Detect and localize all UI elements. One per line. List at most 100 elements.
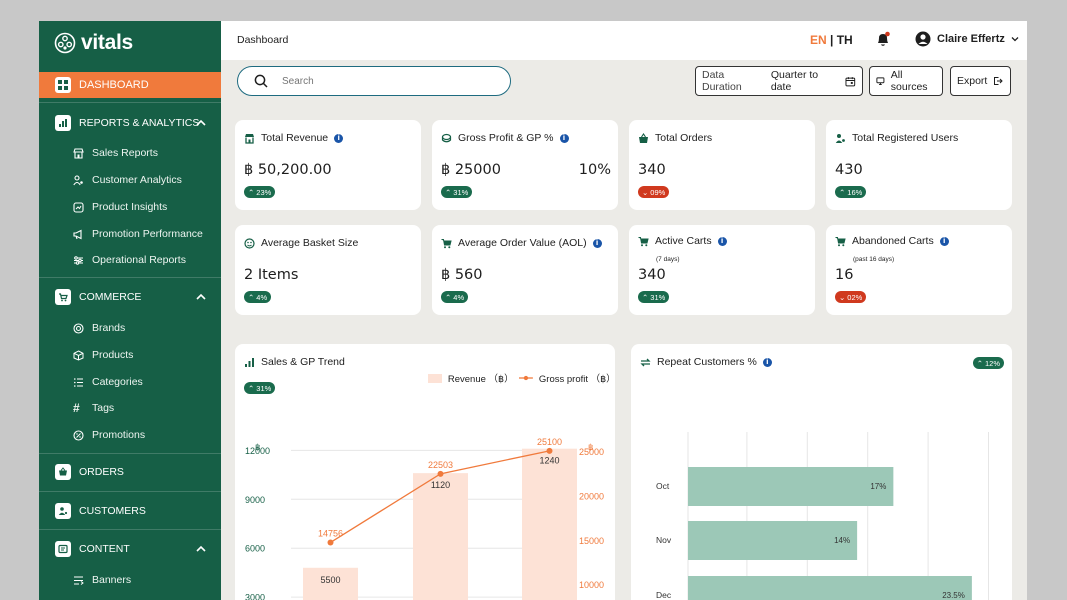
trend-up-icon: ⌃ <box>445 292 452 302</box>
trend-badge: ⌄ 09% <box>638 186 670 198</box>
monitor-icon <box>876 77 885 86</box>
basket-icon <box>55 464 71 480</box>
sidebar-item-label: Brands <box>92 322 126 334</box>
trend-badge: ⌃ 31% <box>244 382 276 394</box>
sidebar-section-orders[interactable]: ORDERS <box>39 459 221 485</box>
sidebar-item-customer-analytics[interactable]: Customer Analytics <box>73 170 182 190</box>
banner-icon <box>74 576 84 585</box>
sidebar-item-product-insights[interactable]: Product Insights <box>73 197 167 217</box>
data-duration-selector[interactable]: Data Duration Quarter to date <box>695 66 863 96</box>
trend-up-icon: ⌃ <box>445 187 452 197</box>
info-icon[interactable]: i <box>559 133 569 143</box>
kpi-value: ฿ 560 <box>441 267 483 283</box>
sidebar-item-label: Banners <box>92 574 132 586</box>
cart-icon <box>441 238 452 248</box>
kpi-card-total-revenue: Total Revenue i ฿ 50,200.00 ⌃ 23% <box>235 120 421 210</box>
sidebar-item-promotions[interactable]: Promotions <box>73 425 145 445</box>
divider <box>39 102 221 103</box>
info-icon[interactable]: i <box>939 236 949 246</box>
chevron-up-icon[interactable] <box>195 543 207 555</box>
duration-value: Quarter to date <box>770 69 819 93</box>
notification-bell-icon[interactable] <box>875 31 891 47</box>
info-icon[interactable]: i <box>762 357 772 367</box>
basket-icon <box>639 132 648 143</box>
kpi-title: Total Revenue <box>261 132 329 144</box>
right-tick-label: 10000 <box>579 580 604 590</box>
bar-value-label: 14% <box>834 536 850 545</box>
sidebar-item-banners[interactable]: Banners <box>73 570 131 590</box>
kpi-value: ฿ 25000 <box>441 162 501 178</box>
hash-icon: # <box>73 401 80 415</box>
sidebar-item-sales-reports[interactable]: Sales Reports <box>73 143 158 163</box>
search-bar[interactable] <box>237 66 511 96</box>
lang-en[interactable]: EN <box>810 33 827 47</box>
store-icon <box>245 133 254 144</box>
sidebar-item-products[interactable]: Products <box>73 345 133 365</box>
kpi-title: Gross Profit & GP % <box>458 132 554 144</box>
dashboard-icon <box>55 77 71 93</box>
legend-swatch-revenue <box>428 373 442 383</box>
repeat-bar <box>688 521 858 560</box>
sidebar-item-label: Customer Analytics <box>92 174 182 186</box>
sidebar-section-label: CUSTOMERS <box>79 505 146 517</box>
trend-badge: ⌃ 4% <box>441 291 469 303</box>
sidebar-section-commerce[interactable]: COMMERCE <box>39 284 221 310</box>
export-label: Export <box>957 75 988 87</box>
kpi-card-registered-users: Total Registered Users 430 ⌃ 16% <box>826 120 1012 210</box>
sidebar-item-dashboard[interactable]: DASHBOARD <box>39 72 221 98</box>
sales-gp-chart: ฿฿12000900060003000250002000015000100005… <box>245 437 604 600</box>
left-tick-label: 3000 <box>245 593 265 600</box>
export-button[interactable]: Export <box>950 66 1011 96</box>
brand-logo[interactable]: vitals <box>54 31 133 55</box>
info-icon[interactable]: i <box>717 236 727 246</box>
sidebar-item-operational-reports[interactable]: Operational Reports <box>73 250 186 270</box>
info-icon[interactable]: i <box>334 133 344 143</box>
kpi-note: (past 16 days) <box>853 256 895 263</box>
kpi-card-total-orders: Total Orders 340 ⌄ 09% <box>629 120 815 210</box>
repeat-icon <box>640 358 651 366</box>
kpi-title: Average Order Value (AOL) <box>458 237 587 249</box>
kpi-title: Average Basket Size <box>261 237 359 249</box>
search-icon <box>254 74 268 88</box>
vitals-logo-icon <box>54 32 76 54</box>
trend-badge: ⌃ 23% <box>244 186 276 198</box>
info-icon[interactable]: i <box>592 238 602 248</box>
sidebar-section-reports[interactable]: REPORTS & ANALYTICS <box>39 110 221 136</box>
repeat-bar <box>688 576 972 600</box>
users-icon <box>835 133 845 143</box>
trend-value: 31% <box>256 383 272 393</box>
kpi-card-abandoned-carts: Abandoned Carts i (past 16 days) 16 ⌄ 02% <box>826 225 1012 315</box>
sidebar-item-promotion-performance[interactable]: Promotion Performance <box>73 224 203 244</box>
revenue-bar-label: 1120 <box>431 480 450 490</box>
sources-button[interactable]: All sources <box>869 66 943 96</box>
kpi-title: Abandoned Carts <box>852 235 934 247</box>
sidebar-item-label: Promotions <box>92 429 146 441</box>
trend-up-icon: ⌃ <box>248 383 255 393</box>
chevron-up-icon[interactable] <box>195 117 207 129</box>
search-input[interactable] <box>282 75 482 87</box>
trend-badge: ⌃ 16% <box>835 186 867 198</box>
smile-icon <box>244 237 255 249</box>
lang-th[interactable]: TH <box>836 33 853 47</box>
brand-name: vitals <box>81 31 133 54</box>
sidebar-item-tags[interactable]: # Tags <box>73 398 114 418</box>
chevron-up-icon[interactable] <box>195 291 207 303</box>
gross-profit-point <box>437 470 444 477</box>
sidebar-section-content[interactable]: CONTENT <box>39 536 221 562</box>
sidebar-item-label: Promotion Performance <box>92 228 203 240</box>
coin-icon <box>441 133 452 142</box>
sidebar-item-label: Product Insights <box>92 201 168 213</box>
sidebar-item-brands[interactable]: Brands <box>73 318 125 338</box>
trend-badge: ⌄ 02% <box>835 291 867 303</box>
sidebar-item-label: DASHBOARD <box>79 79 149 91</box>
sidebar-item-categories[interactable]: Categories <box>73 372 143 392</box>
sliders-icon <box>74 255 83 265</box>
user-menu[interactable]: Claire Effertz <box>915 31 1019 47</box>
sidebar-section-customers[interactable]: CUSTOMERS <box>39 498 221 524</box>
insights-icon <box>73 201 84 213</box>
content-icon <box>55 541 71 557</box>
language-switcher[interactable]: EN | TH <box>810 33 853 47</box>
bar-value-label: 17% <box>870 482 886 491</box>
trend-value: 09% <box>650 187 666 197</box>
user-name: Claire Effertz <box>937 33 1005 45</box>
